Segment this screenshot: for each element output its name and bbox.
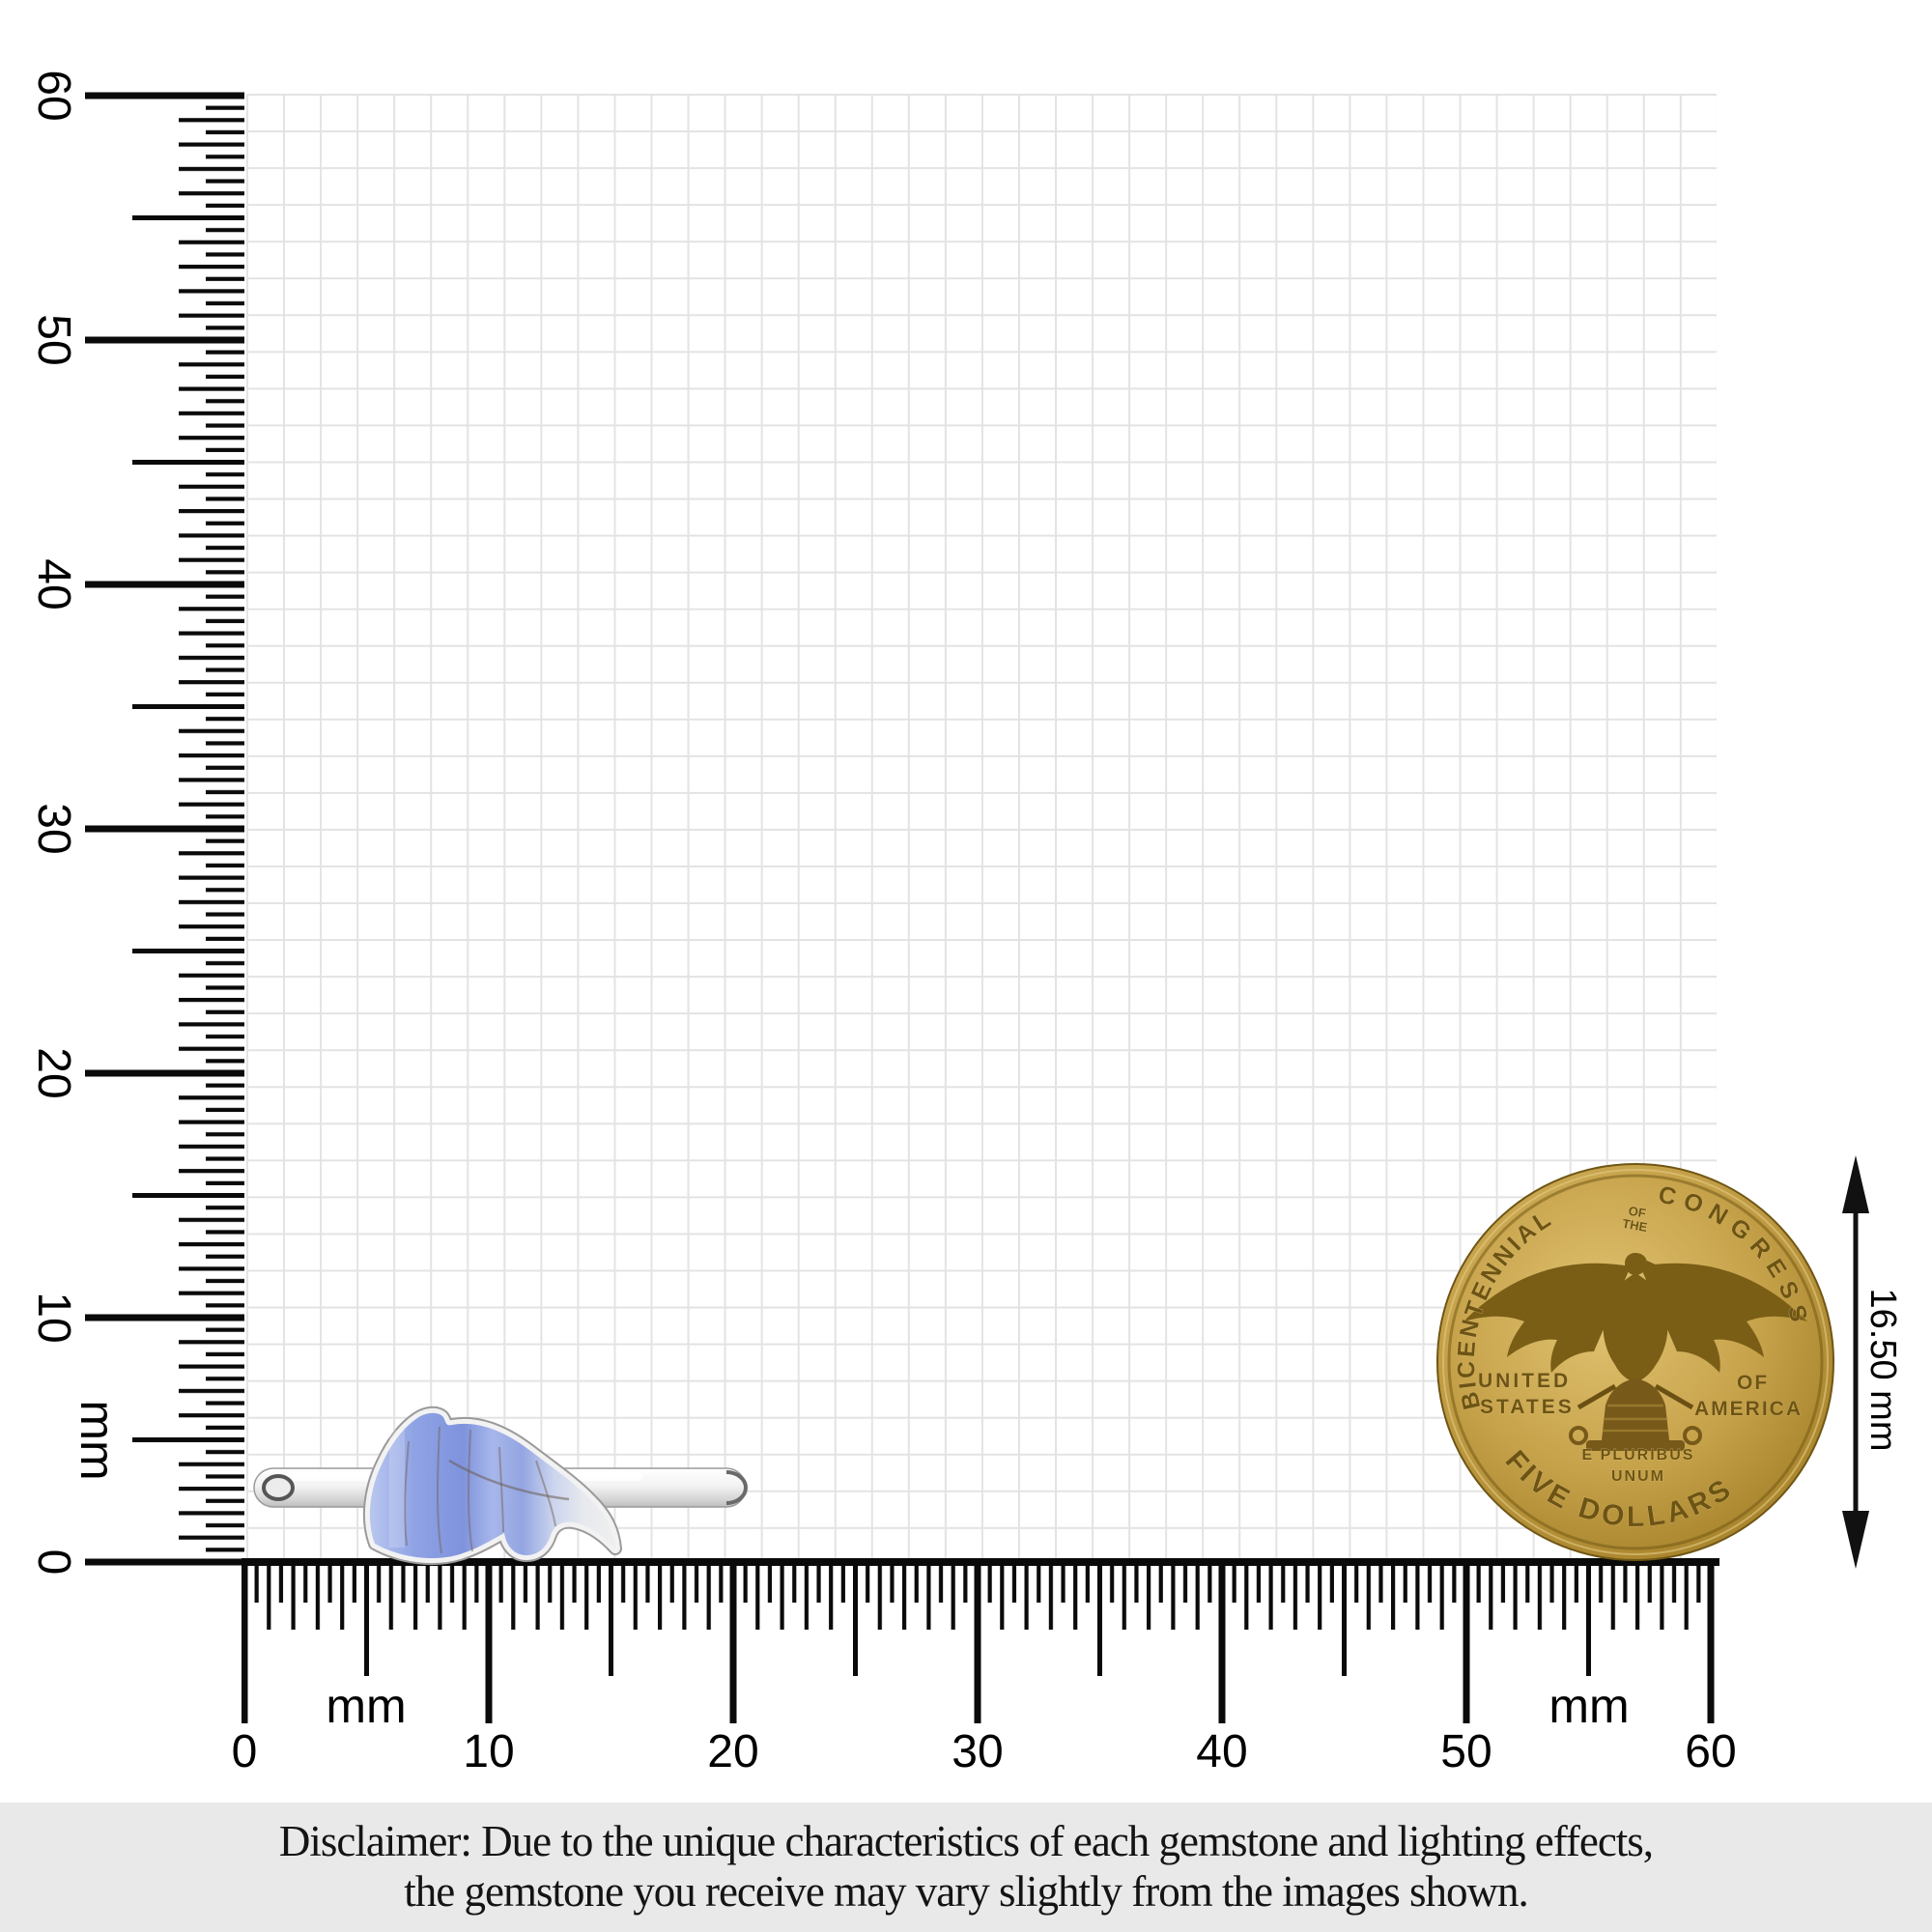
pedestal [1602,1378,1669,1440]
coin-states: STATES [1480,1396,1575,1418]
dolphin-moonstone [362,1406,622,1565]
disclaimer-banner: Disclaimer: Due to the unique characteri… [0,1803,1932,1932]
arrow-head-up [1842,1155,1869,1213]
coin-rim-shadow [1447,1174,1824,1550]
hruler-label-40: 40 [1196,1726,1248,1777]
hruler-label-50: 50 [1440,1726,1492,1777]
hruler-label-0: 0 [231,1726,258,1777]
eagle-beak [1647,1261,1658,1270]
eagle-left-wing [1463,1263,1631,1373]
double-arrow-icon [1842,1155,1869,1569]
eagle-talons [1577,1383,1694,1410]
ring-band-right-shadow [725,1470,748,1505]
moonstone-veins [404,1426,570,1554]
hruler-unit-label-left: mm [326,1679,407,1733]
coin-of: OF [1628,1204,1647,1221]
coin-unum: UNUM [1611,1468,1665,1485]
hruler-unit-label-right: mm [1548,1679,1630,1733]
vertical-ruler [82,92,246,1566]
pedestal-scroll-left [1569,1426,1588,1445]
horizontal-ruler-baseline [242,1558,1719,1566]
moonstone-sheen [389,1430,405,1548]
coin-the: THE [1621,1216,1649,1235]
coin-e-pluribus: E PLURIBUS [1582,1447,1695,1463]
gold-coin: BICENTENNIAL CONGRESS FIVE DOLLARS OF TH… [1436,1163,1834,1561]
ring-band-left-opening [262,1474,295,1501]
pedestal-texture [1603,1404,1668,1433]
vruler-label-60: 60 [28,70,79,122]
vruler-label-20: 20 [28,1047,79,1099]
disclaimer-line-2: the gemstone you receive may vary slight… [404,1867,1528,1916]
vruler-label-30: 30 [28,803,79,855]
eagle-emblem [1463,1253,1807,1451]
coin-of-the: OF THE [1621,1203,1649,1235]
eagle-right-wing [1640,1263,1807,1373]
disclaimer-line-1: Disclaimer: Due to the unique characteri… [278,1817,1654,1865]
coin-america: AMERICA [1694,1398,1803,1420]
vruler-label-10: 10 [28,1292,79,1344]
horizontal-ruler-major-ticks [242,1558,1719,1728]
vertical-ruler-major-ticks [82,92,246,1566]
eagle-body [1603,1273,1668,1382]
hruler-label-10: 10 [463,1726,515,1777]
pedestal-base [1586,1440,1685,1451]
eagle-head [1625,1253,1648,1275]
hruler-label-30: 30 [952,1726,1004,1777]
dolphin-moonstone-ring [253,1406,748,1565]
vruler-label-40: 40 [28,558,79,611]
coin-diameter-label: 16.50 mm [1862,1288,1903,1452]
coin-united: UNITED [1478,1370,1571,1392]
horizontal-ruler [242,1558,1719,1728]
arrow-head-down [1842,1511,1869,1569]
arrow-shaft [1853,1200,1859,1524]
hruler-label-20: 20 [707,1726,759,1777]
vruler-unit-label: mm [71,1400,125,1481]
coin-rim-highlight [1442,1169,1829,1555]
pedestal-scroll-right [1683,1426,1702,1445]
vruler-label-0: 0 [28,1548,79,1576]
vruler-label-50: 50 [28,314,79,366]
hruler-label-60: 60 [1685,1726,1737,1777]
coin-of-right: OF [1737,1372,1769,1394]
